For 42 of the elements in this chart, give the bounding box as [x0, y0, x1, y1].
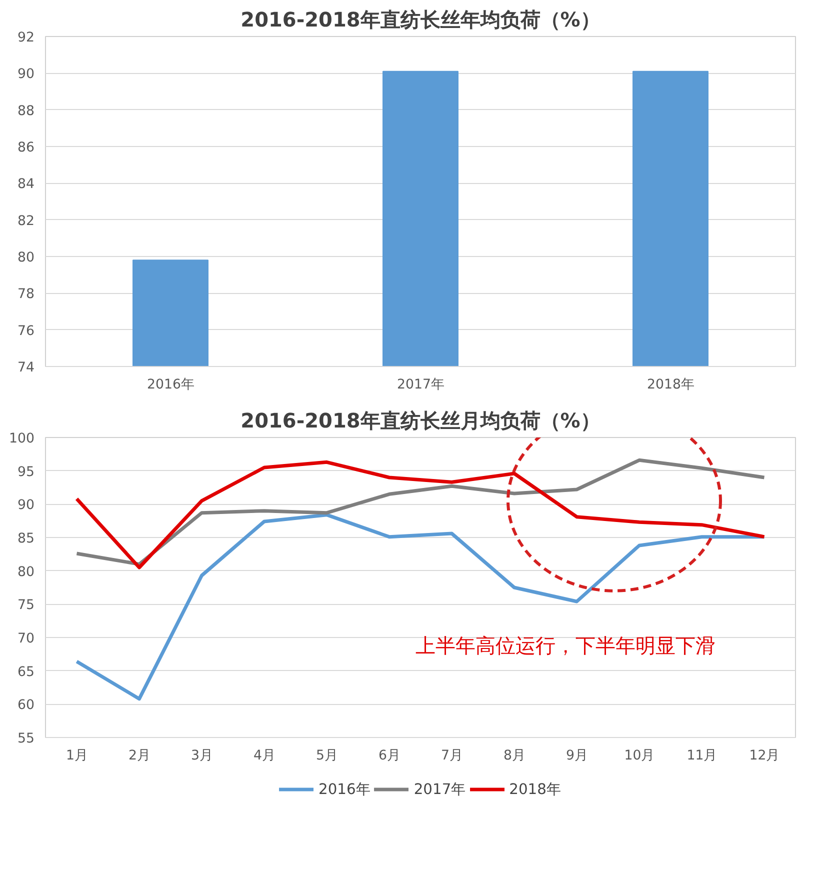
x-tick-label: 1月 — [66, 748, 88, 764]
x-tick-label: 7月 — [441, 748, 462, 764]
y-tick-label: 75 — [18, 598, 35, 614]
y-tick-label: 60 — [18, 698, 35, 714]
legend-label: 2016年 — [318, 780, 371, 798]
x-tick-label: 11月 — [686, 748, 717, 764]
x-tick-label: 10月 — [624, 748, 654, 764]
y-tick-label: 65 — [18, 664, 35, 680]
legend-label: 2018年 — [509, 780, 562, 798]
chart-title: 2016-2018年直纺长丝月均负荷（%） — [240, 408, 600, 432]
x-tick-label: 6月 — [378, 748, 400, 764]
y-tick-label: 84 — [18, 177, 35, 192]
x-tick-label: 4月 — [254, 748, 275, 764]
y-tick-label: 90 — [18, 67, 35, 82]
y-tick-label: 80 — [18, 564, 35, 580]
y-tick-label: 78 — [18, 287, 35, 302]
x-tick-label: 2018年 — [647, 378, 694, 392]
x-tick-label: 2016年 — [147, 378, 194, 392]
y-tick-label: 76 — [18, 324, 35, 339]
y-tick-label: 95 — [18, 464, 35, 480]
line-series — [75, 513, 766, 701]
y-tick-label: 80 — [18, 250, 35, 266]
x-tick-label: 12月 — [749, 748, 780, 764]
y-tick-label: 55 — [18, 732, 35, 746]
y-tick-label: 88 — [18, 104, 35, 119]
y-tick-label: 90 — [18, 498, 35, 514]
x-tick-label: 2月 — [128, 748, 150, 764]
chart-title: 2016-2018年直纺长丝年均负荷（%） — [240, 8, 600, 32]
y-tick-label: 85 — [18, 532, 35, 546]
y-tick-label: 70 — [18, 632, 35, 646]
x-tick-label: 3月 — [191, 748, 212, 764]
x-tick-label: 2017年 — [397, 378, 444, 392]
legend-label: 2017年 — [414, 780, 466, 798]
y-tick-label: 74 — [18, 360, 35, 376]
y-tick-label: 82 — [18, 214, 35, 229]
y-tick-label: 86 — [18, 140, 35, 156]
y-tick-label: 92 — [18, 30, 35, 46]
x-tick-label: 9月 — [566, 748, 588, 764]
x-tick-label: 5月 — [316, 748, 338, 764]
annotation: 上半年高位运行，下半年明显下滑 — [416, 634, 716, 658]
y-tick-label: 100 — [9, 432, 35, 446]
x-tick-label: 8月 — [504, 748, 525, 764]
